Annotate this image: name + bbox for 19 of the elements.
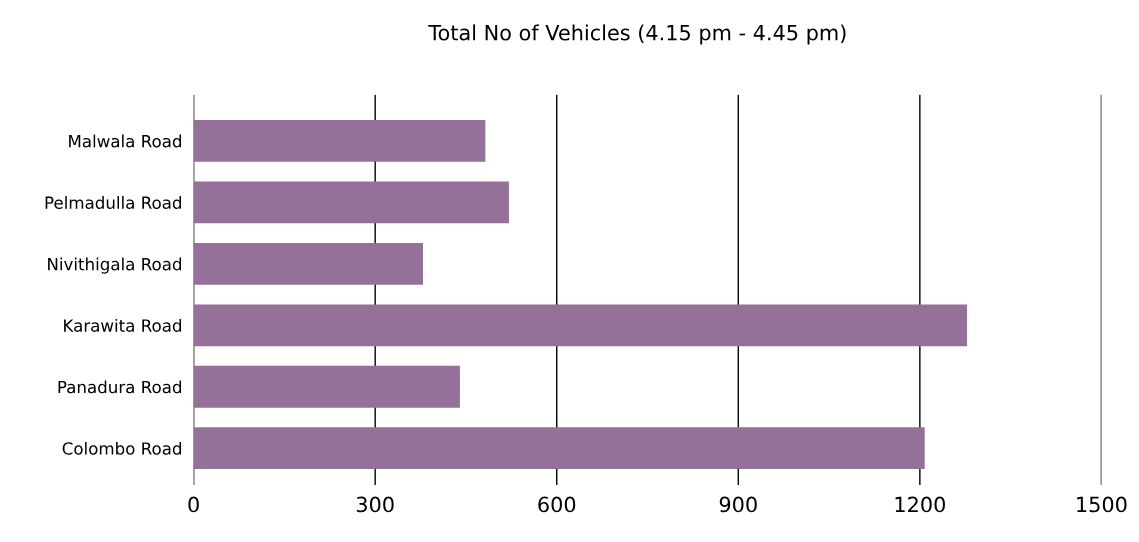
bar xyxy=(193,304,968,347)
y-tick-label: Colombo Road xyxy=(62,441,181,455)
bar xyxy=(193,365,460,408)
y-tick-label: Panadura Road xyxy=(58,380,181,394)
bar xyxy=(193,427,925,470)
x-tick-label: 600 xyxy=(538,496,576,513)
chart-title: Total No of Vehicles (4.15 pm - 4.45 pm) xyxy=(428,24,846,45)
x-tick-label: 1200 xyxy=(895,496,945,513)
x-tick-label: 0 xyxy=(188,496,199,513)
bar xyxy=(193,242,423,285)
y-tick-label: Pelmadulla Road xyxy=(45,196,181,209)
bar xyxy=(193,120,486,162)
y-tick-label: Nivithigala Road xyxy=(48,257,181,274)
x-tick-label: 900 xyxy=(719,496,757,513)
bar xyxy=(193,181,509,224)
x-tick-label: 300 xyxy=(356,496,394,513)
y-tick-label: Malwala Road xyxy=(69,134,181,148)
x-tick-label: 1500 xyxy=(1077,496,1127,513)
y-tick-label: Karawita Road xyxy=(64,318,181,332)
